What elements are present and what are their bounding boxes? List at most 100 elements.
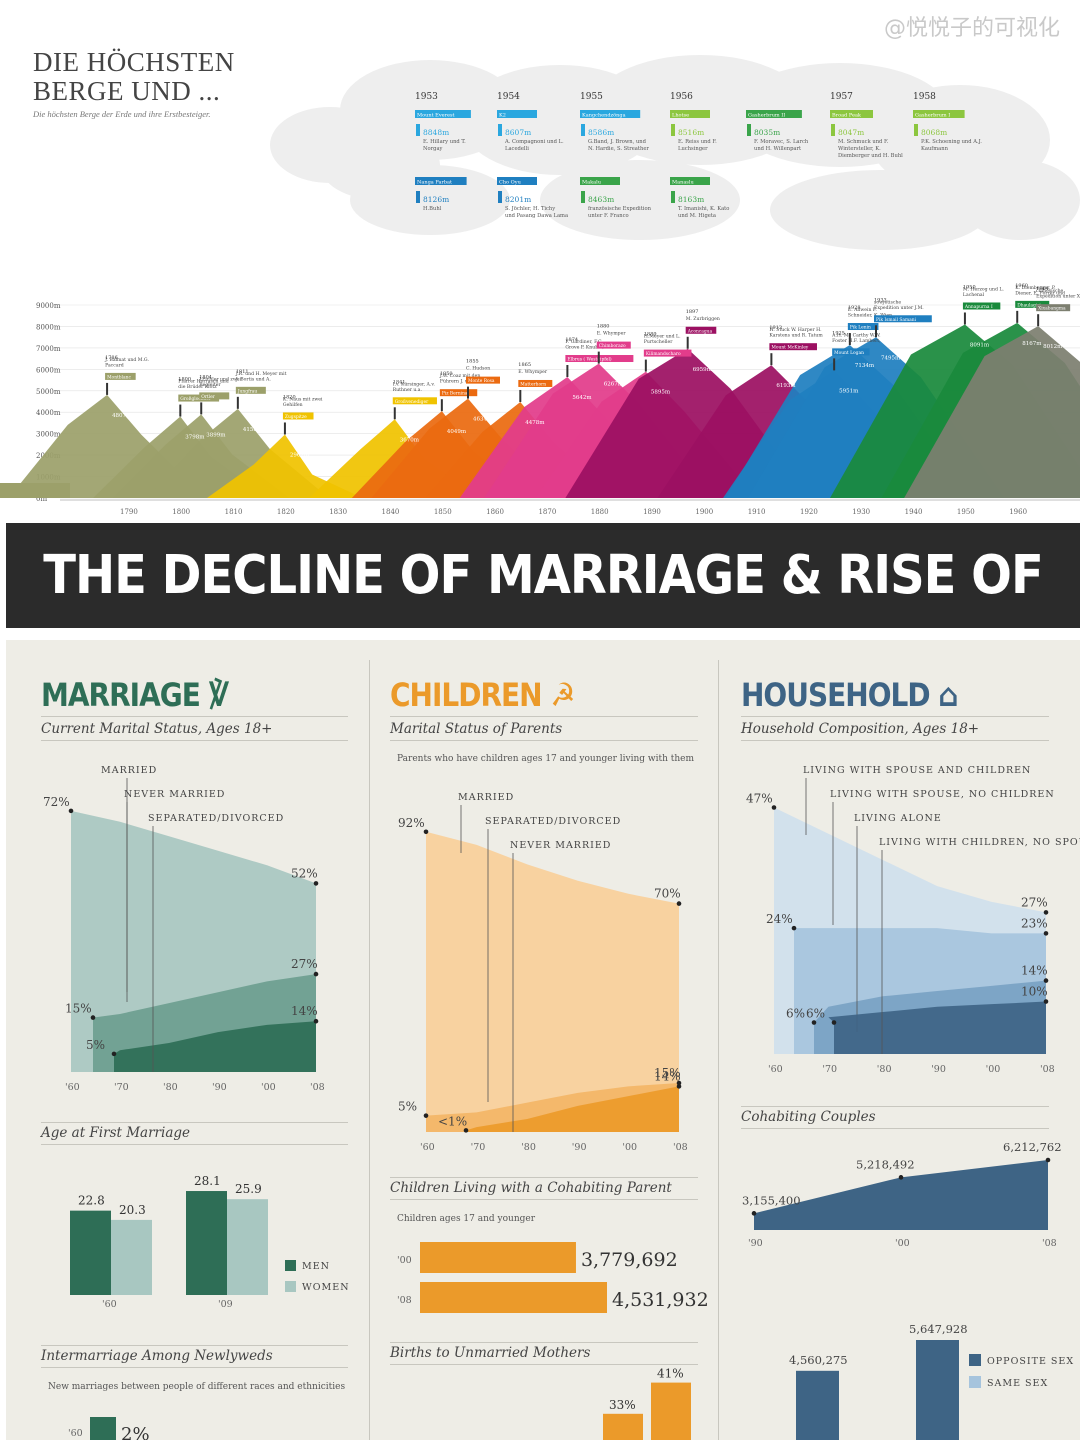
peak-name-tag	[769, 343, 817, 351]
x-tick-label: '60	[768, 1064, 783, 1075]
peak-name-tag	[832, 348, 870, 356]
divider	[390, 1364, 698, 1365]
births-label: 33%	[609, 1398, 636, 1412]
inter-label: 2%	[121, 1424, 150, 1440]
summit-flag-icon	[106, 382, 109, 395]
series-name: SEPARATED/DIVORCED	[485, 816, 621, 827]
series-start-dot	[831, 1020, 837, 1025]
x-tick-label: 1900	[695, 508, 713, 516]
flag-icon	[914, 124, 918, 136]
divider	[41, 740, 348, 741]
peak-height-label: 3670m	[400, 437, 420, 443]
y-tick-label: 3000m	[36, 431, 61, 439]
peak-name-tag	[1036, 304, 1071, 312]
cloud-mountain-name: Nanga Parbat	[417, 180, 452, 186]
series-start-label: 47%	[746, 791, 773, 805]
x-tick-label: '90	[931, 1064, 946, 1075]
peak-name: Annapurna I	[964, 305, 993, 310]
peak-year: 1897	[686, 309, 699, 315]
peak-height-label: 7495m	[881, 355, 901, 361]
peak-name: Großvenediger	[395, 400, 429, 405]
cohab-label: 6,212,762	[1003, 1140, 1062, 1154]
series-name: SEPARATED/DIVORCED	[148, 813, 284, 824]
peak-name: Mount McKinley	[771, 346, 808, 351]
series-start-dot	[463, 1128, 469, 1133]
legend-label: WOMEN	[302, 1282, 350, 1293]
series-start-label: 5%	[86, 1038, 105, 1052]
series-name: MARRIED	[101, 765, 157, 776]
peak-climbers: E. Allwein F.	[848, 307, 878, 313]
peak-year: 1811	[236, 369, 249, 375]
cloud-names: Diemberger und H. Buhl	[838, 153, 903, 159]
x-tick-label: '90	[212, 1082, 227, 1093]
series-name: MARRIED	[458, 792, 514, 803]
column-divider	[718, 660, 719, 1440]
marriage-subtitle: Current Marital Status, Ages 18+	[41, 721, 273, 737]
peak-height-label: 4634m	[473, 417, 493, 423]
summit-flag-icon	[1016, 310, 1019, 323]
x-tick-label: 1910	[748, 508, 766, 516]
household-bar-label: 4,560,275	[789, 1353, 848, 1367]
peak-climbers: J. Balmat und M.G.	[104, 357, 149, 363]
peak-climbers: Diener, E. Forrer und	[1015, 290, 1065, 296]
series-end-label: 15%	[654, 1066, 681, 1080]
series-end-dot	[313, 881, 319, 886]
series-end-dot	[313, 1018, 319, 1024]
series-name: LIVING WITH SPOUSE AND CHILDREN	[803, 765, 1031, 776]
peak-year: 1913	[769, 325, 782, 331]
series-area	[466, 1086, 679, 1132]
x-tick-label: '08	[1040, 1064, 1055, 1075]
house-icon: ⌂	[938, 676, 958, 714]
flag-icon	[581, 124, 585, 136]
summit-flag-icon	[566, 365, 569, 378]
cohabiting-parent-note: Children ages 17 and younger	[397, 1214, 536, 1224]
peak-name: Mount Logan	[834, 351, 864, 356]
births-label: 41%	[657, 1367, 684, 1381]
peak-climbers: C. Hudson	[466, 366, 490, 372]
household-bar-label: 5,647,928	[909, 1322, 968, 1336]
peak-height-label: 8091m	[970, 342, 990, 348]
cloud-names: und Pasang Dawa Lama	[505, 213, 568, 219]
peak-climbers: Karstens und R. Tatum	[769, 333, 823, 339]
peak-height-label: 6959m	[693, 367, 713, 373]
peak-name-tag	[392, 397, 437, 405]
peak-name-tag	[105, 372, 136, 380]
series-area	[426, 831, 679, 1132]
series-end-dot	[1043, 931, 1049, 936]
families-panel: MARRIAGE ℣ Current Marital Status, Ages …	[6, 640, 1080, 1440]
divider	[41, 1367, 348, 1368]
summit-flag-icon	[1037, 314, 1040, 327]
series-area	[828, 1001, 1046, 1054]
flag-icon	[747, 124, 751, 136]
cloud-height: 8607m	[505, 128, 531, 137]
series-end-dot	[1043, 999, 1049, 1004]
peak-year: 1964	[1036, 286, 1049, 292]
peak-climbers: J.W. Coaz mit den	[439, 373, 480, 379]
inter-bar	[90, 1417, 116, 1440]
cloud-names: P.K. Schoening und A.J.	[921, 139, 982, 145]
x-tick-label: '08	[310, 1082, 325, 1093]
cohab-label: 3,155,400	[742, 1193, 801, 1207]
age-bar-label: 22.8	[78, 1194, 105, 1208]
series-end-label: 23%	[1021, 916, 1048, 930]
peak-year: 1865	[518, 362, 531, 368]
peak-name: Matterhorn	[520, 382, 546, 387]
cloud-names: N. Hardie, S. Streather	[588, 146, 649, 152]
mountain-subtitle: Die höchsten Berge der Erde und ihre Ers…	[33, 109, 211, 119]
cloud-height: 8516m	[678, 128, 704, 137]
x-tick-label: 1830	[329, 508, 347, 516]
peak-name: Aconcagua	[687, 329, 713, 334]
mountain-peak	[0, 483, 70, 498]
age-bar	[186, 1191, 227, 1295]
cloud-height: 8848m	[423, 128, 449, 137]
cloud-names: Lacedelli	[505, 146, 529, 152]
divider	[741, 740, 1049, 741]
x-tick-label: '00	[986, 1064, 1001, 1075]
peak-climbers: I.v. Kürsinger, A.v.	[393, 381, 436, 387]
peak-climbers: Schneider, K. Wien	[848, 313, 892, 319]
cloud-mountain-name: Cho Oyu	[499, 180, 522, 186]
cloud-shape	[770, 170, 990, 250]
series-name: NEVER MARRIED	[124, 789, 225, 800]
divider	[41, 1122, 348, 1123]
flag-icon	[831, 124, 835, 136]
